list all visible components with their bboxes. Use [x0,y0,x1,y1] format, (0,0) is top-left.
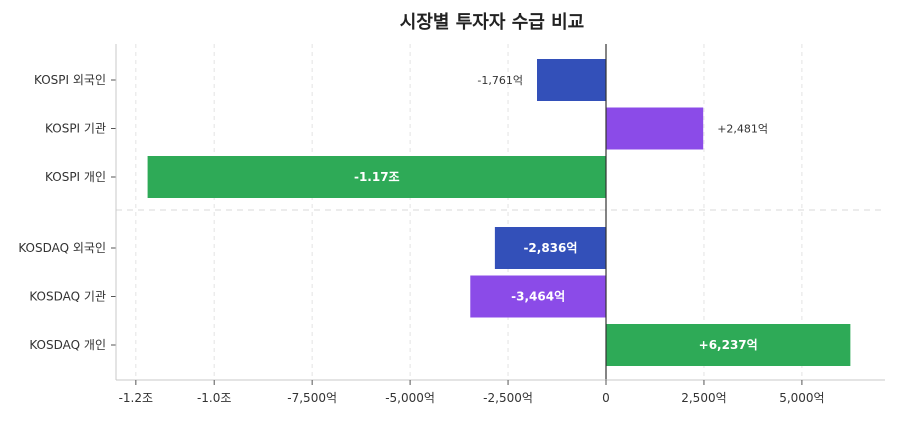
bar-value-label: -3,464억 [511,290,565,304]
x-tick-label: -5,000억 [385,391,435,405]
x-tick-label: 0 [602,391,610,405]
x-tick-label: -1.0조 [197,391,231,405]
bar [470,275,606,318]
bar-value-label: -1,761억 [477,74,523,87]
x-tick-label: -7,500억 [287,391,337,405]
x-tick-label: 2,500억 [681,391,726,405]
axis-layer: KOSPI 외국인 KOSPI 기관 KOSPI 개인 KOSDAQ 외국인 KOSDA… [18,44,885,405]
bar-value-label: -1.17조 [354,170,400,184]
y-tick-label: KOSDAQ 외국인 [18,241,106,255]
bar [606,324,851,366]
bar-value-label: +6,237억 [699,338,758,352]
bar-value-label: +2,481억 [717,123,768,136]
bar-value-label: -2,836억 [523,241,577,255]
x-tick-label: -1.2조 [119,391,153,405]
y-tick-label: KOSDAQ 기관 [29,290,106,304]
bar [147,156,606,198]
x-tick-label: -2,500억 [483,391,533,405]
y-tick-label: KOSPI 개인 [45,170,106,184]
grid-layer [116,44,885,380]
bar [537,59,606,101]
bar [606,107,704,150]
y-tick-label: KOSPI 외국인 [34,73,106,87]
chart-title: 시장별 투자자 수급 비교 [400,12,584,33]
y-tick-label: KOSDAQ 개인 [29,338,106,352]
bar [494,227,606,269]
bars-layer: -1,761억 +2,481억 -1.17조 -2,836억 -3,464억 +6,237… [147,59,851,366]
y-tick-label: KOSPI 기관 [45,122,106,136]
x-tick-label: 5,000억 [779,391,824,405]
